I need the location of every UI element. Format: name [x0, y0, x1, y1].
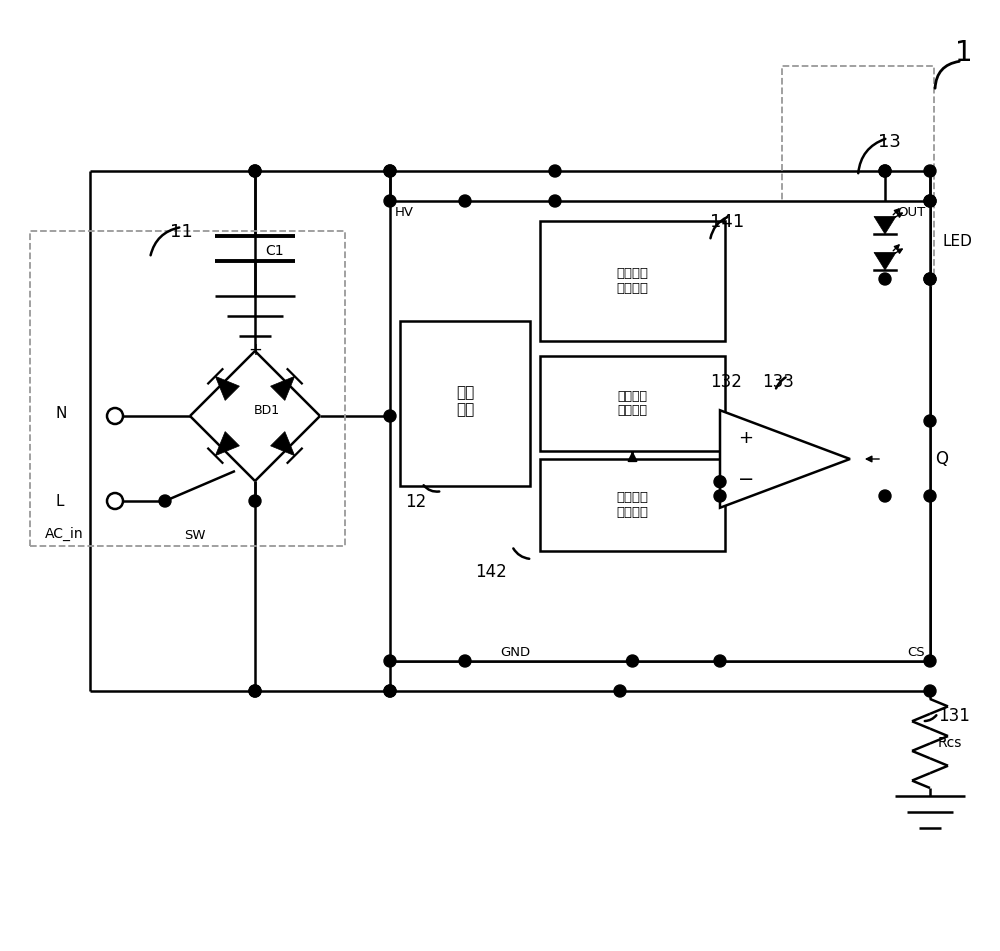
- Text: 142: 142: [475, 563, 507, 581]
- Bar: [540, 356, 835, 556]
- Text: LED: LED: [942, 234, 972, 248]
- Circle shape: [249, 165, 261, 177]
- Circle shape: [384, 195, 396, 207]
- Text: +: +: [248, 341, 262, 359]
- Circle shape: [714, 490, 726, 502]
- Circle shape: [626, 655, 639, 667]
- Bar: [540, 459, 725, 551]
- Circle shape: [879, 273, 891, 285]
- Circle shape: [924, 415, 936, 427]
- Text: N: N: [55, 405, 66, 420]
- Circle shape: [924, 655, 936, 667]
- Circle shape: [107, 408, 123, 424]
- Polygon shape: [874, 252, 896, 270]
- Polygon shape: [271, 377, 295, 400]
- Polygon shape: [271, 432, 295, 456]
- Circle shape: [459, 655, 471, 667]
- Circle shape: [924, 490, 936, 502]
- Text: 12: 12: [405, 493, 426, 511]
- Circle shape: [384, 410, 396, 422]
- Circle shape: [384, 165, 396, 177]
- Text: Q: Q: [935, 450, 948, 468]
- Text: CS: CS: [907, 646, 925, 659]
- Circle shape: [879, 165, 891, 177]
- Text: 第一开关
检测单元: 第一开关 检测单元: [616, 267, 648, 295]
- Text: 141: 141: [710, 213, 744, 231]
- Bar: [390, 201, 930, 661]
- Text: HV: HV: [395, 206, 414, 219]
- Text: 132: 132: [710, 373, 742, 391]
- Polygon shape: [874, 217, 896, 234]
- Text: Rcs: Rcs: [938, 736, 962, 750]
- Polygon shape: [720, 410, 850, 508]
- Circle shape: [549, 195, 561, 207]
- Circle shape: [249, 165, 261, 177]
- Text: BD1: BD1: [254, 404, 280, 417]
- Text: 133: 133: [762, 373, 794, 391]
- Circle shape: [107, 493, 123, 509]
- Text: GND: GND: [500, 646, 530, 659]
- Text: −: −: [738, 471, 754, 490]
- Text: 11: 11: [170, 223, 193, 241]
- Circle shape: [924, 195, 936, 207]
- Text: OUT: OUT: [897, 206, 925, 219]
- Bar: [782, 66, 934, 286]
- Text: 参考电压
产生单元: 参考电压 产生单元: [618, 390, 648, 417]
- Text: AC_in: AC_in: [45, 527, 84, 541]
- Bar: [30, 231, 345, 546]
- Text: +: +: [738, 429, 754, 447]
- Circle shape: [384, 685, 396, 697]
- Bar: [540, 221, 725, 341]
- Text: L: L: [55, 494, 64, 509]
- Circle shape: [714, 655, 726, 667]
- Circle shape: [924, 273, 936, 285]
- Circle shape: [879, 165, 891, 177]
- Polygon shape: [215, 377, 239, 400]
- Text: 供电
模块: 供电 模块: [456, 385, 474, 417]
- Bar: [540, 356, 725, 451]
- Circle shape: [714, 476, 726, 488]
- Circle shape: [614, 685, 626, 697]
- Circle shape: [159, 495, 171, 507]
- Circle shape: [924, 273, 936, 285]
- Circle shape: [879, 490, 891, 502]
- Circle shape: [924, 685, 936, 697]
- Circle shape: [384, 655, 396, 667]
- Circle shape: [249, 685, 261, 697]
- Circle shape: [384, 685, 396, 697]
- Text: SW: SW: [184, 529, 206, 542]
- Polygon shape: [215, 432, 239, 456]
- Circle shape: [249, 685, 261, 697]
- Text: 13: 13: [878, 133, 901, 151]
- Circle shape: [249, 495, 261, 507]
- Circle shape: [384, 165, 396, 177]
- Circle shape: [924, 195, 936, 207]
- Bar: [400, 321, 530, 486]
- Text: 1: 1: [955, 39, 973, 67]
- Circle shape: [459, 195, 471, 207]
- Text: 131: 131: [938, 707, 970, 725]
- Circle shape: [924, 165, 936, 177]
- Text: 第二开关
检测单元: 第二开关 检测单元: [616, 491, 648, 519]
- Circle shape: [549, 165, 561, 177]
- Text: C1: C1: [265, 244, 284, 258]
